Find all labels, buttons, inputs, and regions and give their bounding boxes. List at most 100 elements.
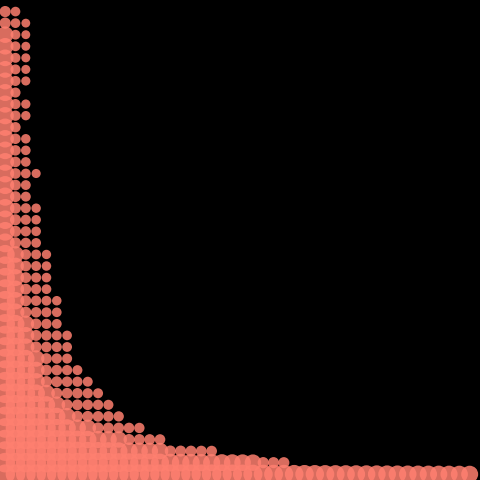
Point: [53, 366, 60, 374]
Point: [1, 112, 9, 120]
Point: [32, 447, 40, 455]
Point: [63, 343, 71, 351]
Point: [84, 459, 92, 467]
Point: [1, 320, 9, 328]
Point: [424, 470, 432, 478]
Point: [12, 66, 19, 73]
Point: [12, 31, 19, 38]
Point: [208, 447, 216, 455]
Point: [228, 459, 236, 467]
Point: [311, 470, 319, 478]
Point: [12, 228, 19, 235]
Point: [73, 436, 81, 444]
Point: [12, 436, 19, 444]
Point: [53, 389, 60, 397]
Point: [1, 239, 9, 247]
Point: [22, 100, 30, 108]
Point: [12, 320, 19, 328]
Point: [53, 320, 60, 328]
Point: [22, 42, 30, 50]
Point: [218, 459, 226, 467]
Point: [362, 470, 370, 478]
Point: [32, 274, 40, 281]
Point: [197, 459, 205, 467]
Point: [12, 401, 19, 408]
Point: [414, 470, 422, 478]
Point: [342, 470, 349, 478]
Point: [135, 447, 143, 455]
Point: [43, 251, 50, 258]
Point: [1, 459, 9, 467]
Point: [32, 412, 40, 420]
Point: [43, 262, 50, 270]
Point: [94, 412, 102, 420]
Point: [156, 459, 164, 467]
Point: [280, 470, 288, 478]
Point: [12, 181, 19, 189]
Point: [1, 436, 9, 444]
Point: [53, 309, 60, 316]
Point: [239, 459, 246, 467]
Point: [1, 297, 9, 305]
Point: [187, 470, 195, 478]
Point: [1, 158, 9, 166]
Point: [32, 332, 40, 339]
Point: [1, 54, 9, 61]
Point: [115, 424, 122, 432]
Point: [12, 216, 19, 224]
Point: [135, 436, 143, 444]
Point: [32, 424, 40, 432]
Point: [22, 169, 30, 177]
Point: [435, 470, 443, 478]
Point: [187, 459, 195, 467]
Point: [32, 216, 40, 224]
Point: [1, 366, 9, 374]
Point: [43, 424, 50, 432]
Point: [135, 459, 143, 467]
Point: [12, 251, 19, 258]
Point: [1, 77, 9, 85]
Point: [125, 436, 133, 444]
Point: [167, 459, 174, 467]
Point: [22, 158, 30, 166]
Point: [22, 181, 30, 189]
Point: [84, 378, 92, 385]
Point: [12, 123, 19, 131]
Point: [115, 412, 122, 420]
Point: [394, 470, 401, 478]
Point: [1, 193, 9, 201]
Point: [12, 424, 19, 432]
Point: [12, 297, 19, 305]
Point: [73, 412, 81, 420]
Point: [32, 309, 40, 316]
Point: [22, 355, 30, 362]
Point: [32, 436, 40, 444]
Point: [22, 401, 30, 408]
Point: [22, 320, 30, 328]
Point: [12, 77, 19, 85]
Point: [1, 332, 9, 339]
Point: [156, 447, 164, 455]
Point: [22, 447, 30, 455]
Point: [22, 251, 30, 258]
Point: [73, 459, 81, 467]
Point: [73, 378, 81, 385]
Point: [53, 412, 60, 420]
Point: [228, 470, 236, 478]
Point: [12, 100, 19, 108]
Point: [146, 459, 154, 467]
Point: [1, 447, 9, 455]
Point: [1, 470, 9, 478]
Point: [12, 193, 19, 201]
Point: [32, 204, 40, 212]
Point: [22, 216, 30, 224]
Point: [12, 146, 19, 154]
Point: [32, 389, 40, 397]
Point: [12, 19, 19, 27]
Point: [156, 436, 164, 444]
Point: [94, 436, 102, 444]
Point: [32, 239, 40, 247]
Point: [177, 470, 184, 478]
Point: [84, 412, 92, 420]
Point: [53, 355, 60, 362]
